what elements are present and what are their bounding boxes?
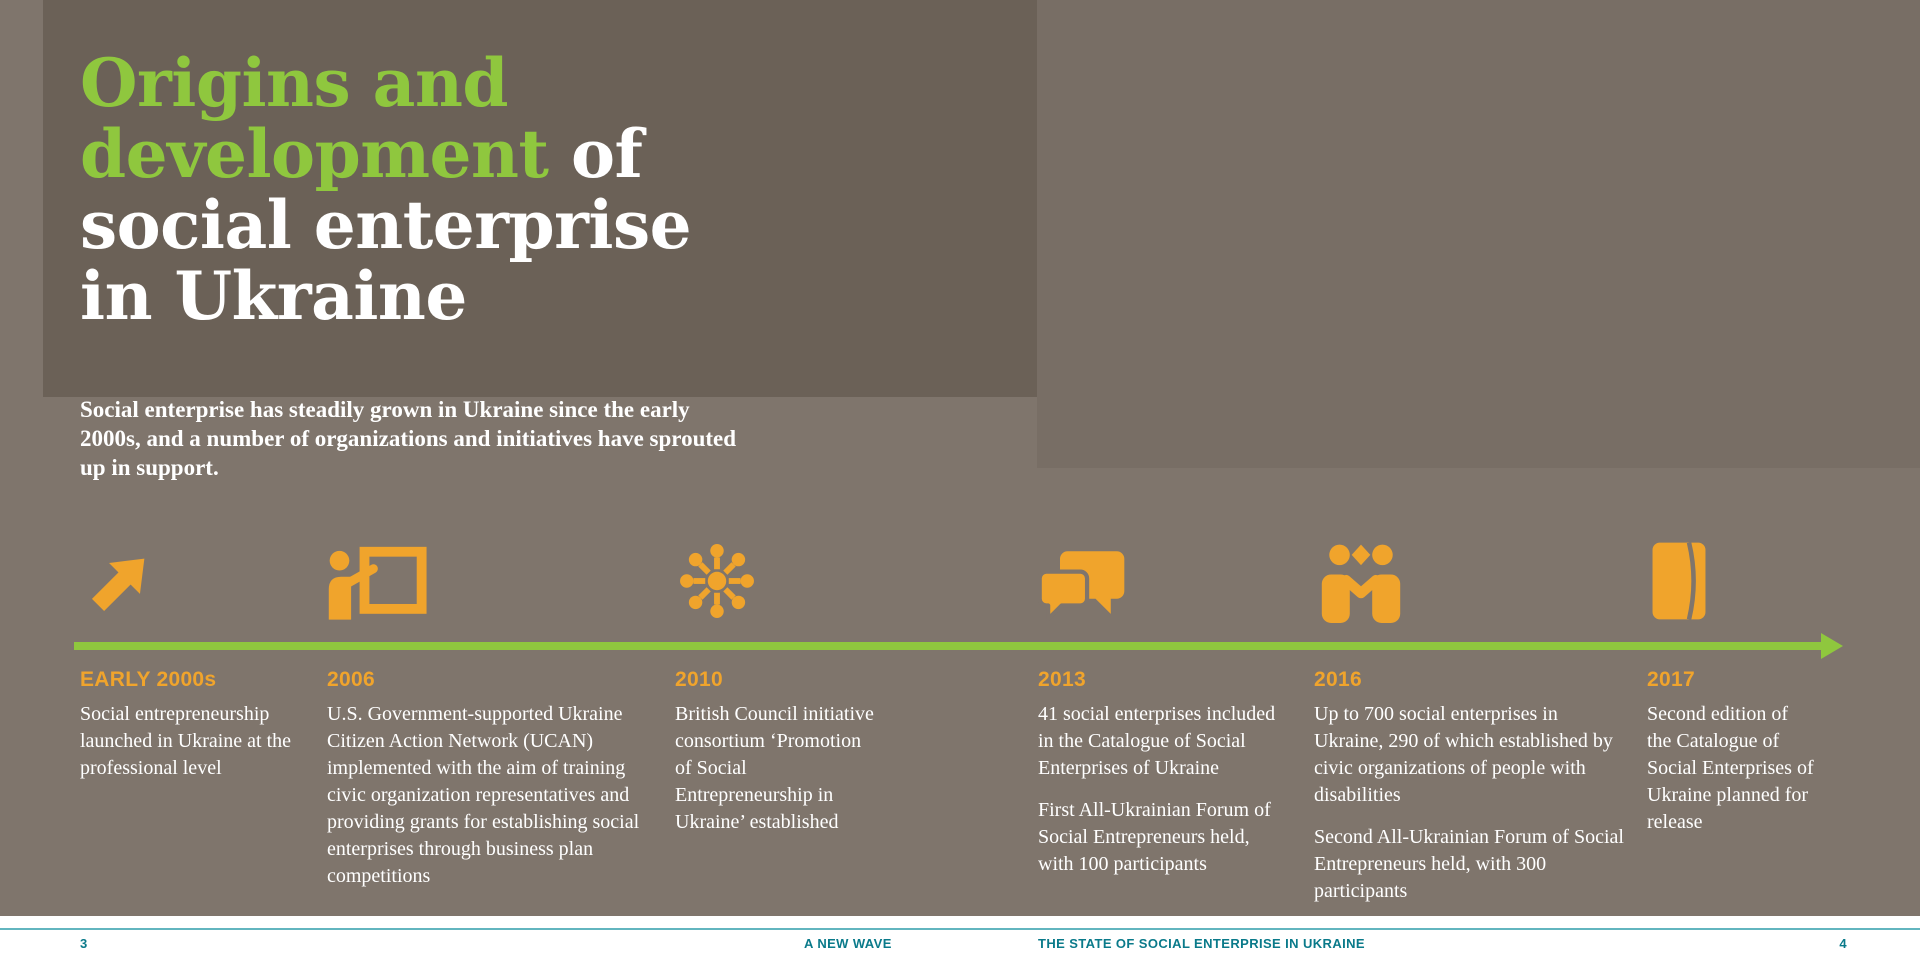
timeline-milestone-2017: 2017 Second edition of the Catalogue of …	[1647, 542, 1815, 851]
network-hub-icon	[675, 537, 759, 623]
arrow-up-right-icon	[80, 537, 158, 623]
timeline-arrowhead-icon	[1821, 633, 1843, 659]
footer-divider	[0, 928, 1920, 930]
milestone-year: 2006	[327, 668, 375, 691]
title-line-2-green: development	[80, 115, 549, 193]
milestone-text: Up to 700 social enterprises in Ukraine,…	[1314, 703, 1613, 806]
title-block-background	[43, 0, 1037, 397]
timeline-milestone-2013: 2013 41 social enterprises included in t…	[1038, 551, 1278, 893]
title-line-3: social enterprise	[80, 186, 692, 264]
chat-bubbles-icon	[1038, 537, 1126, 623]
timeline-axis	[74, 642, 1821, 650]
timeline-milestone-2006: 2006 U.S. Government-supported Ukraine C…	[327, 546, 667, 905]
page-title: Origins and development of social enterp…	[80, 48, 692, 335]
page-number-right: 4	[1839, 936, 1847, 951]
milestone-year: EARLY 2000s	[80, 668, 217, 691]
milestone-text: Second edition of the Catalogue of Socia…	[1647, 703, 1814, 833]
timeline-milestone-2016: 2016 Up to 700 social enterprises in Ukr…	[1314, 544, 1624, 920]
milestone-year: 2016	[1314, 668, 1362, 691]
partnership-icon	[1314, 537, 1408, 623]
page-subtitle: Social enterprise has steadily grown in …	[80, 397, 737, 480]
footer-section: A NEW WAVE	[804, 936, 892, 951]
presenter-icon	[327, 537, 427, 623]
book-icon	[1647, 537, 1711, 623]
milestone-year: 2013	[1038, 668, 1086, 691]
milestone-text: U.S. Government-supported Ukraine Citize…	[327, 703, 640, 887]
title-line-2-rest: of	[548, 115, 643, 193]
milestone-year: 2017	[1647, 668, 1695, 691]
timeline-milestone-2010: 2010 British Council initiative consorti…	[675, 544, 875, 851]
milestone-text: First All-Ukrainian Forum of Social Entr…	[1038, 799, 1271, 875]
milestone-text: Second All-Ukrainian Forum of Social Ent…	[1314, 826, 1624, 902]
timeline-milestone-early-2000s: EARLY 2000s Social entrepreneurship laun…	[80, 558, 292, 797]
title-line-1: Origins and	[80, 44, 509, 122]
top-right-panel	[1037, 0, 1920, 468]
milestone-text: Social entrepreneurship launched in Ukra…	[80, 703, 292, 779]
title-line-4: in Ukraine	[80, 257, 467, 335]
footer-doc-title: THE STATE OF SOCIAL ENTERPRISE IN UKRAIN…	[1038, 936, 1365, 951]
milestone-text: 41 social enterprises included in the Ca…	[1038, 703, 1276, 779]
milestone-text: British Council initiative consortium ‘P…	[675, 703, 874, 833]
milestone-year: 2010	[675, 668, 723, 691]
page-number-left: 3	[80, 936, 88, 951]
footer: 3 A NEW WAVE THE STATE OF SOCIAL ENTERPR…	[0, 916, 1920, 960]
